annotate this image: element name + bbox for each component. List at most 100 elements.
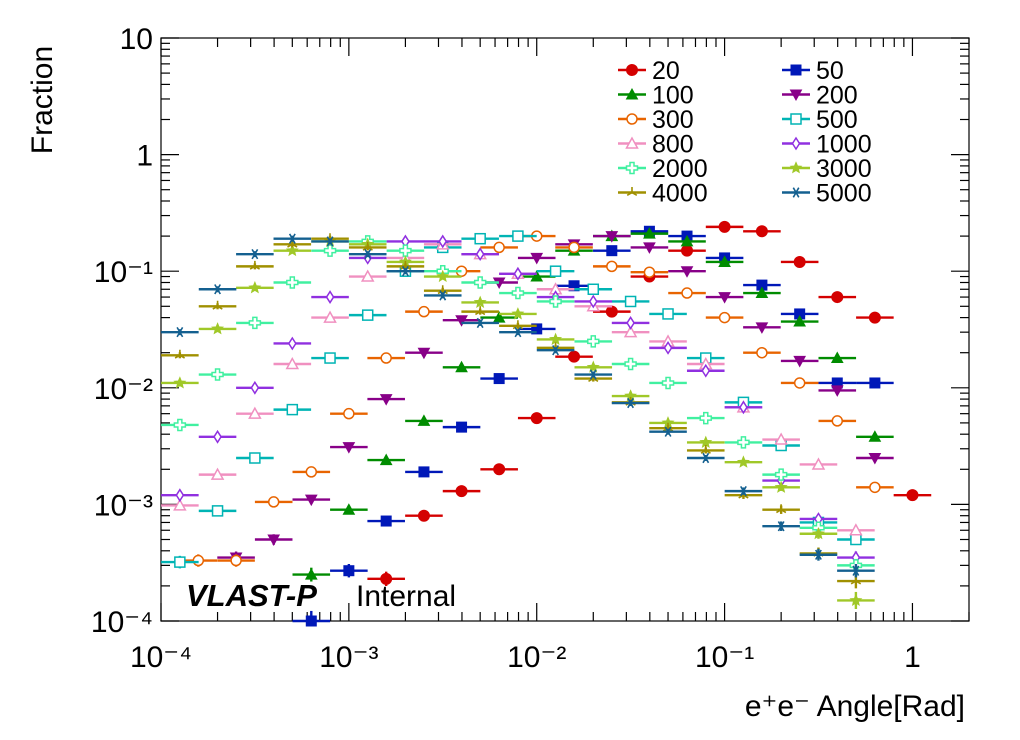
- marker: [793, 355, 807, 368]
- marker: [643, 266, 656, 278]
- legend-entry: 200: [782, 82, 858, 110]
- marker: [793, 377, 806, 389]
- data-point: [480, 373, 518, 385]
- marker: [267, 534, 281, 547]
- legend-entry: 1000: [782, 131, 872, 159]
- data-point: [367, 515, 405, 527]
- marker: [869, 377, 881, 389]
- data-point: [198, 284, 237, 295]
- marker: [568, 241, 580, 254]
- data-point: [818, 415, 857, 427]
- marker: [868, 453, 882, 465]
- marker: [605, 305, 618, 318]
- marker: [230, 554, 242, 567]
- marker: [549, 332, 563, 345]
- data-point: [461, 295, 499, 308]
- data-point: [799, 526, 838, 540]
- y-tick-label: 10⁻⁴: [91, 606, 153, 639]
- data-point: [198, 368, 237, 381]
- marker: [774, 432, 788, 445]
- legend-marker: [625, 136, 639, 149]
- data-point: [499, 230, 537, 242]
- marker: [249, 452, 261, 464]
- data-point: [367, 394, 405, 406]
- legend-marker: [625, 161, 639, 175]
- marker: [323, 310, 337, 323]
- data-point: [254, 496, 293, 508]
- data-point: [856, 453, 894, 465]
- marker: [287, 336, 297, 351]
- legend-entry: 500: [782, 106, 858, 134]
- data-point: [611, 316, 650, 330]
- data-point: [762, 432, 800, 445]
- marker: [606, 245, 618, 257]
- data-point: [348, 251, 387, 265]
- data-point: [330, 563, 368, 578]
- data-point: [780, 255, 819, 268]
- data-point: [442, 315, 481, 327]
- data-point: [161, 418, 199, 432]
- data-point: [649, 340, 687, 355]
- data-point: [273, 403, 312, 416]
- marker: [662, 426, 674, 437]
- y-tick-label: 10⁻²: [94, 373, 153, 406]
- marker: [568, 280, 580, 292]
- data-point: [273, 356, 312, 370]
- data-point: [593, 305, 631, 318]
- marker: [737, 485, 749, 497]
- marker: [587, 283, 600, 296]
- marker: [550, 345, 562, 356]
- marker: [530, 269, 544, 282]
- data-point: [743, 322, 781, 334]
- legend-label: 20: [652, 57, 680, 85]
- marker: [850, 565, 862, 576]
- marker: [493, 241, 505, 254]
- marker: [793, 255, 806, 268]
- data-point: [311, 310, 349, 323]
- marker: [379, 453, 393, 466]
- marker: [380, 515, 392, 527]
- data-point: [198, 300, 237, 310]
- data-point: [555, 280, 593, 292]
- marker: [324, 352, 336, 364]
- data-point: [705, 311, 744, 324]
- data-point: [724, 455, 763, 468]
- data-point: [818, 351, 857, 364]
- legend-entry: 300: [618, 106, 694, 134]
- data-point: [292, 567, 331, 582]
- marker: [342, 503, 356, 515]
- data-point: [499, 307, 537, 320]
- marker: [212, 300, 223, 310]
- data-point: [611, 295, 650, 308]
- marker: [325, 290, 335, 304]
- data-point: [837, 563, 875, 578]
- marker: [775, 521, 787, 532]
- marker: [174, 556, 186, 568]
- data-point: [630, 227, 669, 239]
- marker: [606, 260, 618, 273]
- marker: [474, 232, 486, 245]
- data-point: [499, 286, 537, 300]
- data-point: [442, 360, 481, 373]
- marker: [342, 442, 356, 454]
- data-point: [611, 325, 650, 338]
- marker: [701, 363, 711, 378]
- marker: [250, 380, 260, 395]
- data-point: [423, 290, 462, 301]
- data-point: [311, 352, 349, 364]
- data-point: [405, 414, 443, 426]
- data-point: [686, 435, 725, 448]
- data-point: [780, 355, 819, 368]
- data-point: [856, 377, 894, 389]
- data-point: [161, 488, 199, 503]
- marker: [587, 335, 600, 348]
- data-point: [724, 485, 763, 497]
- marker: [661, 376, 675, 390]
- data-point: [668, 266, 706, 278]
- marker: [755, 286, 769, 299]
- data-point: [574, 369, 613, 380]
- data-point: [743, 225, 781, 238]
- data-point: [517, 412, 556, 425]
- marker: [774, 480, 788, 493]
- legend-marker: [790, 113, 802, 125]
